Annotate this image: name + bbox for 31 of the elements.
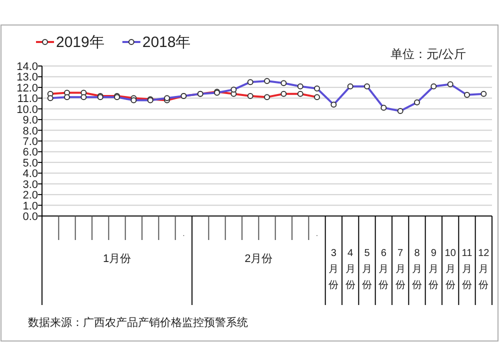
y-tick-label: 5.0	[22, 157, 38, 170]
text: 1月份	[102, 253, 132, 265]
y-tick-label: 0.0	[22, 211, 38, 223]
x-tick-label: 8月份	[412, 248, 422, 291]
text: 单位：元/公斤	[390, 47, 466, 61]
x-tick-label: 6月份	[378, 248, 389, 291]
x-tick-label: 10月份	[444, 248, 456, 291]
legend-label: 2019年	[56, 34, 104, 51]
x-tick-label: 3月份	[328, 248, 339, 291]
x-tick-label: 5月份	[362, 248, 372, 291]
y-tick-label: 7.0	[22, 136, 38, 148]
y-tick-label: 12.0	[16, 82, 38, 94]
x-tick-label: 12月份	[478, 248, 490, 291]
text: 2月份	[244, 253, 273, 265]
y-tick-label: 13.0	[16, 72, 38, 84]
y-tick-label: 3.0	[22, 178, 38, 191]
y-tick-label: 14.0	[16, 61, 38, 73]
y-tick-label: 4.0	[22, 168, 38, 180]
x-tick-label: 4月份	[345, 248, 356, 291]
x-tick-label: 11月份	[462, 248, 473, 291]
y-tick-label: 1.0	[22, 200, 38, 212]
source-note: 数据来源：广西农产品产销价格监控预警系统	[28, 316, 248, 329]
y-tick-label: 10.0	[16, 104, 38, 116]
y-tick-label: 9.0	[22, 114, 38, 127]
y-tick-label: 8.0	[22, 125, 38, 138]
y-tick-label: 6.0	[22, 146, 38, 159]
y-tick-label: 2.0	[22, 190, 38, 202]
x-tick-label: 9月份	[428, 248, 439, 291]
legend-label: 2018年	[142, 34, 191, 51]
y-tick-label: 11.0	[17, 93, 38, 106]
x-tick-label: 7月份	[395, 248, 406, 291]
